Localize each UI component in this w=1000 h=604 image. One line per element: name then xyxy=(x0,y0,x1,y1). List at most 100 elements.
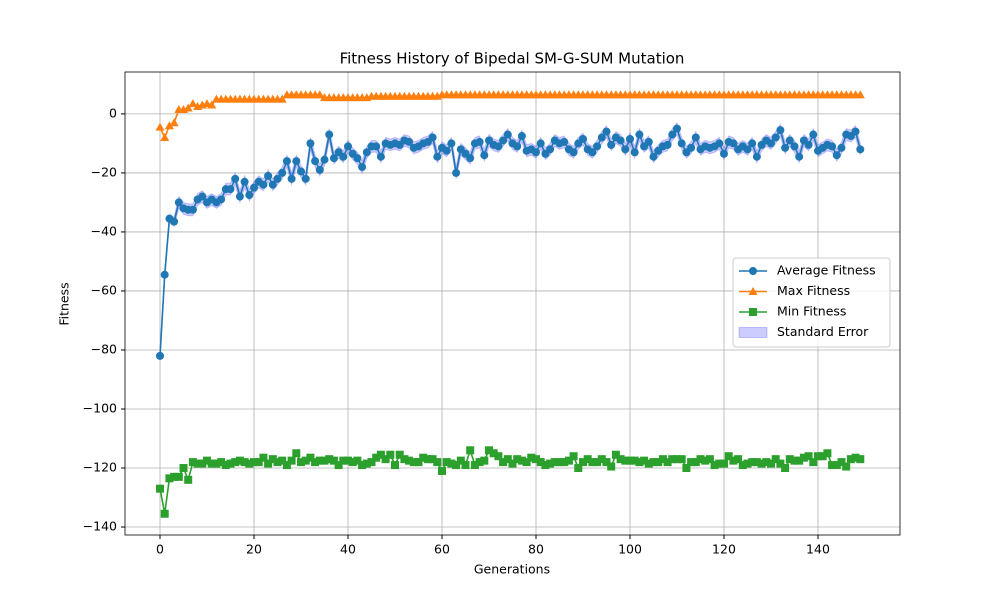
point xyxy=(405,456,414,465)
point xyxy=(344,142,353,151)
point xyxy=(644,137,653,146)
point xyxy=(485,446,494,455)
point xyxy=(536,458,545,467)
point xyxy=(851,453,860,462)
point xyxy=(499,458,508,467)
point xyxy=(546,145,555,154)
point xyxy=(855,90,865,99)
point xyxy=(221,461,230,470)
point xyxy=(250,458,259,467)
point xyxy=(456,456,465,465)
point xyxy=(837,143,846,152)
point xyxy=(170,472,179,481)
point xyxy=(536,139,545,148)
point xyxy=(259,453,268,462)
point xyxy=(282,157,291,166)
point xyxy=(475,458,484,467)
chart-title: Fitness History of Bipedal SM-G-SUM Muta… xyxy=(340,50,685,68)
point xyxy=(198,459,207,468)
point xyxy=(527,453,536,462)
point xyxy=(334,461,343,470)
point xyxy=(240,458,249,467)
point xyxy=(837,458,846,467)
point xyxy=(668,455,677,464)
point xyxy=(550,458,559,467)
point xyxy=(715,139,724,148)
point xyxy=(677,455,686,464)
point xyxy=(282,461,291,470)
point xyxy=(217,458,226,467)
point xyxy=(188,99,198,108)
point xyxy=(254,458,263,467)
point xyxy=(541,461,550,470)
point xyxy=(771,133,780,142)
point xyxy=(555,458,564,467)
point xyxy=(658,455,667,464)
point xyxy=(621,145,630,154)
x-tick-label: 20 xyxy=(246,542,262,557)
point xyxy=(156,351,165,360)
point xyxy=(494,142,503,151)
series-points xyxy=(156,446,865,518)
point xyxy=(428,455,437,464)
point xyxy=(583,455,592,464)
point xyxy=(164,121,174,130)
point xyxy=(630,456,639,465)
point xyxy=(597,133,606,142)
series-points xyxy=(156,124,865,360)
point xyxy=(395,450,404,459)
point xyxy=(160,133,170,142)
point xyxy=(475,137,484,146)
point xyxy=(757,459,766,468)
legend-label: Average Fitness xyxy=(777,263,876,278)
y-tick-label: −120 xyxy=(83,460,117,475)
point xyxy=(433,152,442,161)
point xyxy=(851,127,860,136)
point xyxy=(715,459,724,468)
x-tick-label: 140 xyxy=(806,542,830,557)
point xyxy=(546,459,555,468)
plot-frame xyxy=(124,71,901,536)
point xyxy=(480,151,489,160)
point xyxy=(400,455,409,464)
x-tick-label: 120 xyxy=(712,542,736,557)
point xyxy=(489,449,498,458)
point xyxy=(781,464,790,473)
point xyxy=(250,183,259,192)
point xyxy=(409,458,418,467)
point xyxy=(466,154,475,163)
point xyxy=(621,456,630,465)
point xyxy=(593,142,602,151)
point xyxy=(832,151,841,160)
point xyxy=(226,185,235,194)
point xyxy=(212,459,221,468)
point xyxy=(433,458,442,467)
point xyxy=(193,459,202,468)
point xyxy=(762,458,771,467)
point xyxy=(494,452,503,461)
point xyxy=(809,458,818,467)
point xyxy=(442,458,451,467)
point xyxy=(235,192,244,201)
point xyxy=(799,453,808,462)
point xyxy=(353,154,362,163)
point xyxy=(235,456,244,465)
point xyxy=(630,148,639,157)
point xyxy=(804,140,813,149)
y-tick-label: −60 xyxy=(91,282,117,297)
point xyxy=(663,458,672,467)
point xyxy=(818,452,827,461)
y-tick-label: −20 xyxy=(91,164,117,179)
point xyxy=(588,148,597,157)
point xyxy=(522,458,531,467)
point xyxy=(183,103,193,112)
point xyxy=(480,456,489,465)
point xyxy=(832,461,841,470)
point xyxy=(306,139,315,148)
point xyxy=(611,450,620,459)
point xyxy=(644,459,653,468)
point xyxy=(203,456,212,465)
point xyxy=(705,455,714,464)
point xyxy=(466,446,475,455)
